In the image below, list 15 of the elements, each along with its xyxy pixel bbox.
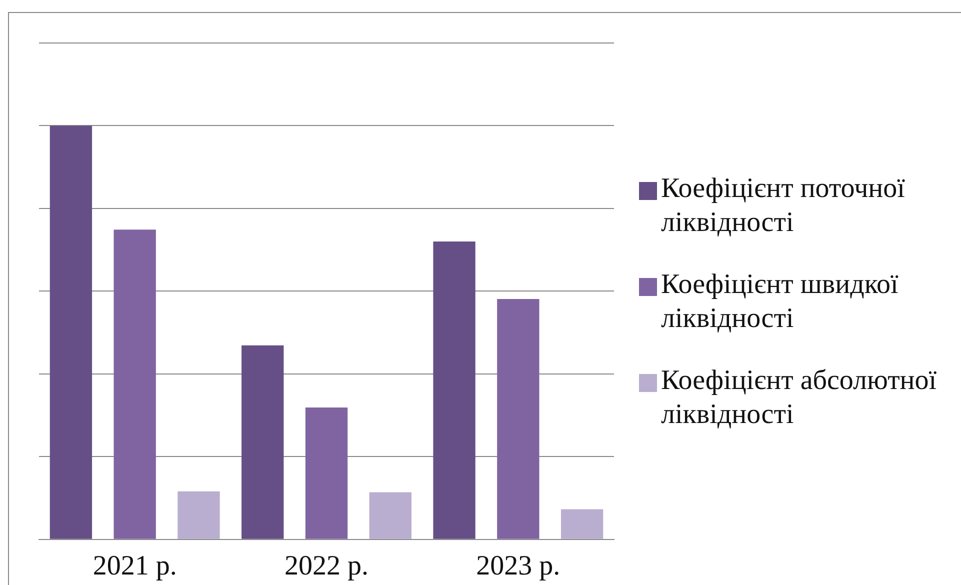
bar — [50, 126, 92, 539]
bar — [178, 491, 220, 539]
legend-label: Коефіцієнт швидкої ліквідності — [661, 268, 900, 336]
bar — [560, 509, 604, 539]
bar — [433, 242, 476, 539]
legend-label: Коефіцієнт абсолютної ліквідності — [661, 364, 938, 432]
x-tick-label: 2023 р. — [476, 550, 560, 582]
x-tick-label: 2021 р. — [92, 550, 177, 582]
bar — [114, 230, 156, 539]
bar — [305, 407, 348, 539]
legend-label: Коефіцієнт поточної ліквідності — [661, 172, 906, 240]
bar — [497, 299, 540, 539]
x-tick-label: 2022 р. — [284, 550, 368, 582]
bar — [242, 345, 284, 539]
bar — [369, 492, 412, 539]
